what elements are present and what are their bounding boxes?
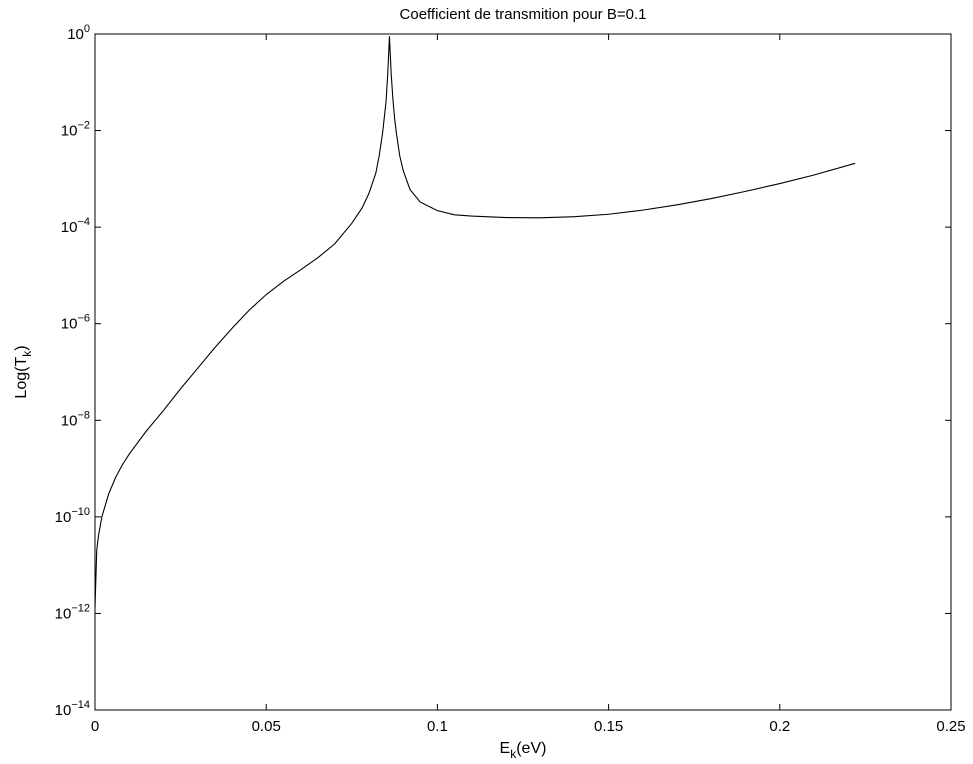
y-tick-label: 10−6 <box>61 313 90 333</box>
x-axis-ticks: 0 0.05 0.1 0.15 0.2 0.25 <box>91 34 966 735</box>
chart-title: Coefficient de transmition pour B=0.1 <box>400 6 647 23</box>
x-tick-label: 0.05 <box>252 718 281 735</box>
y-tick-label: 10−12 <box>55 602 90 622</box>
y-tick-label: 10−8 <box>61 409 90 429</box>
x-tick-label: 0.2 <box>769 718 790 735</box>
y-tick-label: 10−14 <box>55 699 90 719</box>
y-tick-label: 10−10 <box>55 506 90 526</box>
x-tick-label: 0 <box>91 718 99 735</box>
x-tick-label: 0.25 <box>936 718 965 735</box>
x-axis-label: Ek(eV) <box>500 740 547 761</box>
plot-frame <box>94 33 952 711</box>
x-tick-label: 0.1 <box>427 718 448 735</box>
y-tick-label: 100 <box>67 23 90 43</box>
y-axis-ticks: 100 10−2 10−4 10−6 10−8 10−10 10−12 10−14 <box>55 23 951 719</box>
y-tick-label: 10−2 <box>61 120 90 140</box>
y-axis-label: Log(Tk) <box>13 345 34 398</box>
y-tick-label: 10−4 <box>61 216 90 236</box>
transmission-curve <box>94 36 856 608</box>
x-tick-label: 0.15 <box>594 718 623 735</box>
